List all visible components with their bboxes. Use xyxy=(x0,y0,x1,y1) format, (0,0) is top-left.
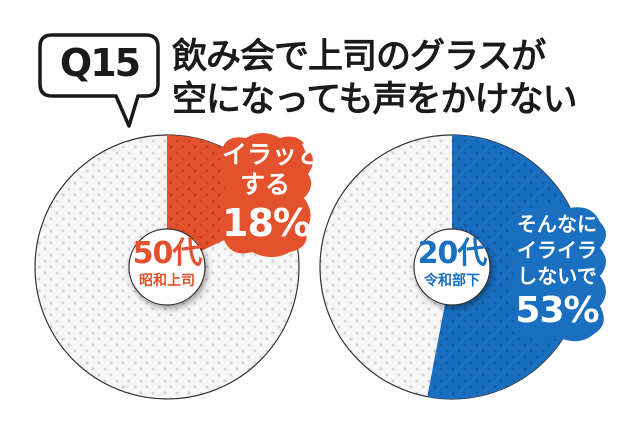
callout-text-line1: そんなに xyxy=(517,212,597,236)
callout-text-line2: する xyxy=(239,170,290,199)
question-number: Q15 xyxy=(59,41,141,85)
question-title-line1: 飲み会で上司のグラスが xyxy=(172,37,546,77)
callout-text-line1: イラッと xyxy=(222,140,323,169)
group-age-20s: 20代 xyxy=(417,236,488,271)
callout-text-line3: しないで xyxy=(517,264,597,288)
question-title-line2: 空になっても声をかけない xyxy=(172,80,578,120)
callout-text-line2: イライラ xyxy=(517,238,597,262)
pie-chart-20s xyxy=(319,134,606,400)
group-label-reiwa-subordinate: 令和部下 xyxy=(424,273,480,289)
group-age-50s: 50代 xyxy=(132,236,203,271)
callout-value-18: 18% xyxy=(222,201,311,245)
group-label-showa-boss: 昭和上司 xyxy=(139,273,195,289)
pie-chart-50s xyxy=(34,133,313,400)
callout-value-53: 53% xyxy=(515,290,599,331)
speech-bubble-icon xyxy=(38,33,160,128)
